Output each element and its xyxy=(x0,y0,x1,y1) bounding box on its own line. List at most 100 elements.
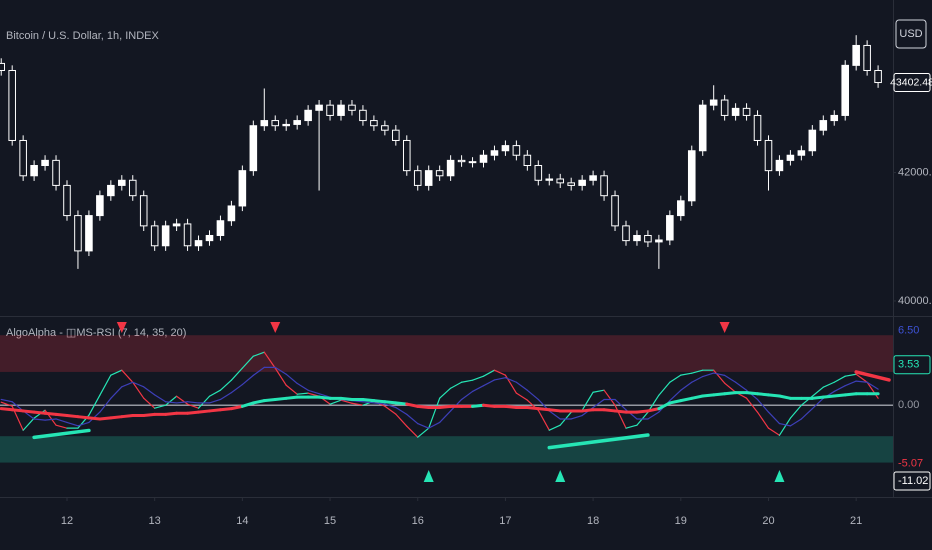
currency-button[interactable] xyxy=(895,19,927,49)
candle-body xyxy=(633,234,641,242)
divergence-line xyxy=(854,370,891,382)
candle-body xyxy=(863,44,871,71)
indicator-line xyxy=(767,427,781,436)
candle-body xyxy=(709,99,718,106)
indicator-line xyxy=(723,391,738,396)
indicator-line xyxy=(810,395,825,400)
divergence-line xyxy=(547,433,650,450)
indicator-line xyxy=(176,401,189,404)
indicator-line xyxy=(471,403,486,408)
candle-body xyxy=(260,120,269,127)
indicator-line xyxy=(120,414,135,419)
indicator-line xyxy=(340,399,353,404)
indicator-line xyxy=(789,404,802,419)
indicator-line xyxy=(395,406,408,415)
candle-body xyxy=(392,129,400,141)
indicator-line xyxy=(351,402,364,406)
indicator-line xyxy=(329,399,342,405)
last-price: 43402.48 xyxy=(890,76,932,88)
indicator-line xyxy=(384,405,397,415)
candle-body xyxy=(348,104,356,111)
indicator-line xyxy=(197,395,211,409)
indicator-line xyxy=(55,424,68,429)
indicator-line xyxy=(460,379,474,383)
candle-body xyxy=(74,215,82,252)
indicator-line xyxy=(32,410,47,415)
indicator-line xyxy=(154,404,167,409)
candle-body xyxy=(304,109,312,122)
candle-body xyxy=(85,215,93,252)
indicator-line xyxy=(515,392,528,401)
candle-body xyxy=(655,239,663,243)
indicator-line xyxy=(273,396,288,401)
indicator-line xyxy=(724,374,737,383)
indicator-line xyxy=(241,374,254,386)
indicator-line xyxy=(503,404,518,409)
indicator-line xyxy=(843,392,858,397)
indicator-line xyxy=(800,408,813,420)
candle-body xyxy=(567,182,575,186)
zone-band xyxy=(0,436,893,463)
indicator-line xyxy=(789,418,802,427)
candle-body xyxy=(216,220,225,236)
candle-body xyxy=(282,123,290,127)
candle-body xyxy=(578,179,586,186)
indicator-line xyxy=(109,415,124,420)
indicator-line xyxy=(482,403,496,408)
sell-signal xyxy=(270,322,281,333)
indicator-line xyxy=(635,409,650,414)
indicator-line xyxy=(252,366,265,376)
candle-body xyxy=(19,139,27,177)
candle-body xyxy=(611,195,619,227)
indicator-line xyxy=(493,377,507,381)
indicator-line xyxy=(766,393,781,398)
value-label: -5.07 xyxy=(898,457,923,469)
indicator-line xyxy=(77,421,90,427)
indicator-line xyxy=(417,427,430,438)
indicator-line xyxy=(132,381,145,388)
y-tick-label: 42000.00 xyxy=(898,166,932,178)
buy-signal xyxy=(555,470,566,482)
candle-body xyxy=(600,175,608,197)
candle-body xyxy=(742,107,751,116)
y-tick-label: 40000.00 xyxy=(898,295,932,307)
indicator-line xyxy=(207,408,222,413)
candle-body xyxy=(731,107,740,116)
candle-body xyxy=(534,165,543,181)
candle-body xyxy=(0,62,6,71)
candle-body xyxy=(720,99,729,116)
indicator-line xyxy=(570,414,583,420)
candle-body xyxy=(172,223,181,227)
indicator-line xyxy=(712,392,727,397)
indicator-line xyxy=(88,394,101,416)
indicator-line xyxy=(22,417,35,431)
indicator-line xyxy=(657,401,672,411)
indicator-line xyxy=(602,408,617,413)
candle-body xyxy=(30,165,38,177)
indicator-line xyxy=(33,418,46,421)
candle-body xyxy=(457,159,466,163)
candle-body xyxy=(41,159,49,167)
indicator-line xyxy=(110,386,123,399)
indicator-line xyxy=(525,406,540,411)
indicator-line xyxy=(614,404,627,429)
indicator-line xyxy=(832,393,847,398)
candle-body xyxy=(402,139,411,172)
last-price-box xyxy=(893,73,931,93)
indicator-line xyxy=(0,407,14,412)
candle-body xyxy=(698,104,707,152)
indicator-line xyxy=(592,398,605,409)
indicator-line xyxy=(855,380,868,383)
indicator-line xyxy=(625,424,638,429)
candle-body xyxy=(227,205,236,222)
indicator-line xyxy=(669,389,682,402)
value-label: 0.00 xyxy=(898,399,919,411)
indicator-line xyxy=(592,389,605,393)
indicator-line xyxy=(285,384,298,395)
candle-body xyxy=(337,104,345,116)
currency[interactable]: USD xyxy=(899,28,922,40)
indicator-line xyxy=(65,414,80,419)
candle-body xyxy=(381,125,389,131)
indicator-line xyxy=(285,373,298,385)
